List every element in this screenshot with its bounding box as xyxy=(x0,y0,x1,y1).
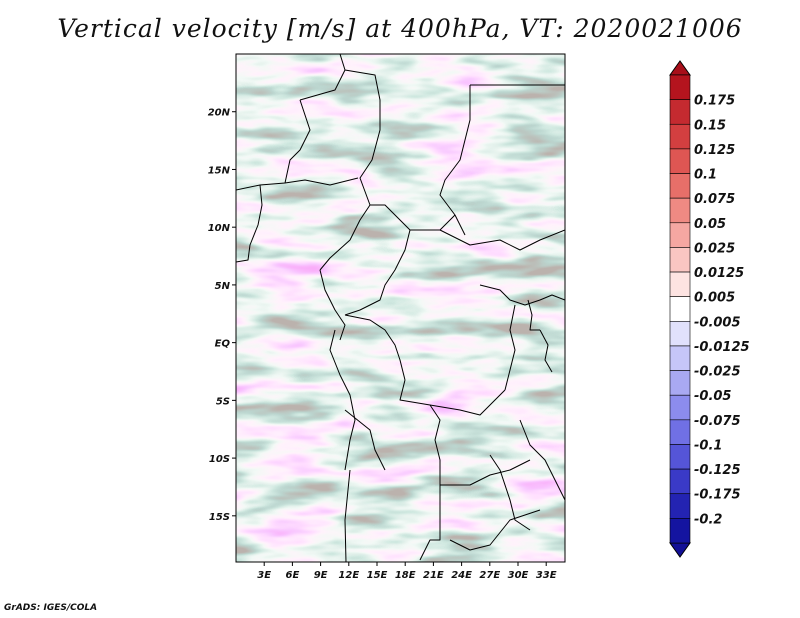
grads-credit: GrADS: IGES/COLA xyxy=(4,603,98,613)
border-line xyxy=(339,54,381,206)
border-line xyxy=(319,269,346,341)
colorbar-swatch xyxy=(669,99,691,125)
colorbar-swatch xyxy=(669,271,691,297)
border-line xyxy=(479,284,565,306)
border-line xyxy=(344,229,411,316)
colorbar-swatch xyxy=(669,518,691,544)
lat-tick-label: 10S xyxy=(209,454,230,465)
lat-tick-label: 10N xyxy=(208,223,231,234)
lat-tick-label: 15S xyxy=(209,512,230,523)
colorbar-label: -0.0125 xyxy=(694,340,750,355)
lon-tick-label: 24E xyxy=(451,570,472,581)
colorbar-label: 0.1 xyxy=(694,168,717,183)
colorbar-label: -0.05 xyxy=(694,389,731,404)
colorbar-swatch xyxy=(669,197,691,224)
colorbar-label: -0.2 xyxy=(694,512,722,527)
border-line xyxy=(440,459,531,486)
border-line xyxy=(329,329,356,471)
border-line xyxy=(449,509,541,551)
border-line xyxy=(284,99,311,184)
colorbar-bottom-arrow xyxy=(669,542,691,558)
lon-tick-label: 18E xyxy=(395,570,416,581)
border-line xyxy=(539,329,553,373)
colorbar-swatch xyxy=(669,345,691,371)
colorbar-swatch xyxy=(669,370,691,396)
lat-tick-label: 5S xyxy=(216,396,230,407)
colorbar-swatch xyxy=(669,296,691,322)
colorbar-swatch xyxy=(669,394,691,421)
lat-tick-label: 15N xyxy=(208,165,231,176)
colorbar-swatch xyxy=(669,419,691,445)
border-line xyxy=(439,229,565,251)
lat-tick-label: EQ xyxy=(215,339,231,350)
lon-tick-label: 15E xyxy=(367,570,388,581)
colorbar-label: -0.125 xyxy=(694,463,741,478)
border-line xyxy=(344,409,386,471)
border-line xyxy=(236,184,263,263)
colorbar-label: 0.0125 xyxy=(694,266,744,281)
lon-tick-label: 33E xyxy=(536,570,557,581)
colorbar-swatch xyxy=(669,444,691,470)
colorbar-label: -0.175 xyxy=(694,488,741,503)
border-line xyxy=(489,454,531,531)
border-line xyxy=(504,304,516,391)
colorbar-label: 0.125 xyxy=(694,143,735,158)
colorbar-swatch xyxy=(669,468,691,495)
lon-tick-label: 30E xyxy=(508,570,529,581)
colorbar-label: -0.025 xyxy=(694,365,741,380)
border-line xyxy=(439,85,471,236)
border-line xyxy=(370,204,456,231)
lon-tick-label: 21E xyxy=(423,570,444,581)
colorbar-swatch xyxy=(669,321,691,347)
colorbar-label: 0.075 xyxy=(694,192,735,207)
chart-title: Vertical velocity [m/s] at 400hPa, VT: 2… xyxy=(57,14,743,43)
colorbar: 0.175 0.15 0.125 0.1 0.075 0.05 0.025 0.0125 0.0… xyxy=(669,60,750,558)
colorbar-label: -0.005 xyxy=(694,315,741,330)
latitude-axis: 20N 15N 10N 5N EQ 5S 10S 15S xyxy=(208,108,236,523)
vertical-velocity-field xyxy=(236,54,565,562)
border-line xyxy=(519,419,565,501)
lon-tick-label: 6E xyxy=(286,570,300,581)
plot-frame xyxy=(235,53,566,563)
colorbar-swatch xyxy=(669,123,691,150)
colorbar-swatch xyxy=(669,148,691,174)
longitude-axis: 3E 6E 9E 12E 15E 18E 21E 24E 27E 30E 33E xyxy=(257,562,557,581)
lon-tick-label: 27E xyxy=(479,570,500,581)
lon-tick-label: 9E xyxy=(314,570,328,581)
lat-tick-label: 5N xyxy=(215,281,231,292)
colorbar-label: -0.1 xyxy=(694,438,722,453)
border-line xyxy=(527,299,540,331)
lon-tick-label: 12E xyxy=(338,570,359,581)
colorbar-label: 0.175 xyxy=(694,94,735,109)
border-line xyxy=(344,314,406,381)
colorbar-top-arrow xyxy=(669,60,691,76)
border-line xyxy=(429,404,441,485)
border-line xyxy=(299,69,346,101)
colorbar-label: 0.005 xyxy=(694,291,735,306)
colorbar-swatch xyxy=(669,173,691,199)
colorbar-label: 0.15 xyxy=(694,118,726,133)
colorbar-swatch xyxy=(669,74,691,100)
border-line xyxy=(344,469,351,562)
colorbar-label: 0.05 xyxy=(694,217,726,232)
border-line xyxy=(399,379,506,416)
border-line xyxy=(319,204,371,271)
lon-tick-label: 3E xyxy=(257,570,271,581)
country-borders xyxy=(236,54,565,562)
colorbar-label: 0.025 xyxy=(694,241,735,256)
border-line xyxy=(419,485,441,561)
lat-tick-label: 20N xyxy=(208,108,231,119)
colorbar-swatch xyxy=(669,247,691,273)
colorbar-swatch xyxy=(669,493,691,519)
colorbar-swatch xyxy=(669,222,691,248)
colorbar-label: -0.075 xyxy=(694,414,741,429)
